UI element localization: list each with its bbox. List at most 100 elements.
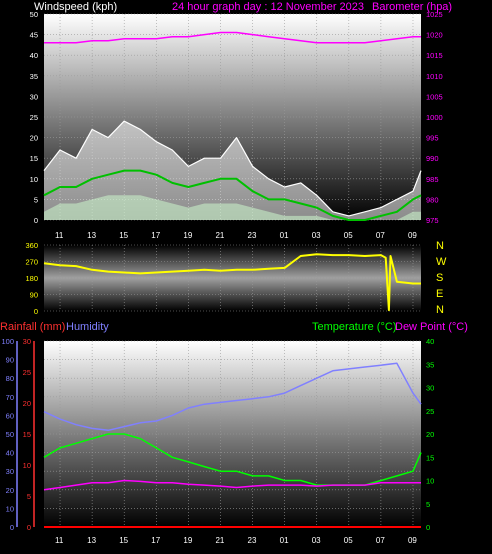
x-tick-label: 07 — [376, 231, 385, 240]
barometer-y-tick: 1025 — [426, 10, 443, 19]
rainfall-y-tick: 15 — [23, 430, 31, 439]
barometer-axis-title: Barometer (hpa) — [372, 1, 452, 13]
rainfall-y-tick: 30 — [23, 337, 31, 346]
wind-gust-area — [44, 121, 421, 220]
x-tick-label: 03 — [312, 231, 321, 240]
humidity-y-tick: 60 — [6, 411, 14, 420]
compass-labels: N W S E N — [436, 240, 447, 316]
direction-plot-area — [44, 245, 421, 311]
rainfall-y-tick: 5 — [27, 492, 31, 501]
x-tick-label: 01 — [280, 536, 289, 545]
wind-gust-line — [43, 120, 422, 217]
wind-y-tick: 45 — [30, 31, 38, 40]
direction-y-tick: 0 — [34, 307, 38, 316]
wind-axis-title: Windspeed (kph) — [34, 1, 117, 13]
direction-line — [43, 253, 421, 312]
compass-w: W — [436, 256, 447, 268]
temperature-axis-title: Temperature (°C) — [312, 321, 396, 333]
humidity-y-tick: 90 — [6, 356, 14, 365]
temperature-y-tick: 15 — [426, 453, 434, 462]
x-tick-label: 11 — [55, 231, 64, 240]
rainfall-axis-title: Rainfall (mm) — [0, 321, 65, 333]
x-tick-label: 11 — [55, 536, 64, 545]
humidity-line — [43, 362, 422, 432]
humidity-y-tick: 80 — [6, 374, 14, 383]
barometer-line — [44, 31, 421, 44]
humidity-y-tick: 0 — [10, 523, 14, 532]
wind-y-tick: 40 — [30, 51, 38, 60]
x-tick-label: 23 — [248, 536, 257, 545]
wind-average-line — [43, 169, 422, 221]
wind-y-tick: 35 — [30, 72, 38, 81]
wind-y-tick: 20 — [30, 134, 38, 143]
x-tick-label: 17 — [151, 536, 160, 545]
barometer-y-tick: 980 — [426, 195, 439, 204]
rainfall-y-tick: 0 — [27, 523, 31, 532]
barometer-y-tick: 975 — [426, 216, 439, 225]
x-tick-label: 13 — [87, 231, 96, 240]
rainfall-y-tick: 20 — [23, 399, 31, 408]
compass-n-top: N — [436, 240, 444, 252]
compass-s: S — [436, 272, 443, 284]
x-tick-label: 21 — [215, 536, 224, 545]
barometer-y-tick: 985 — [426, 175, 439, 184]
temp-plot-area — [44, 341, 421, 527]
wind-y-tick: 30 — [30, 92, 38, 101]
humidity-axis-title: Humidity — [66, 321, 109, 333]
x-tick-label: 09 — [408, 536, 417, 545]
x-tick-label: 15 — [119, 536, 128, 545]
x-tick-label: 13 — [87, 536, 96, 545]
wind-y-tick: 10 — [30, 175, 38, 184]
barometer-y-tick: 1000 — [426, 113, 443, 122]
compass-n-bottom: N — [436, 304, 444, 316]
temperature-y-tick: 30 — [426, 384, 434, 393]
wind-axes: 0510152025303540455097598098599099510001… — [30, 10, 443, 240]
wind-y-tick: 0 — [34, 216, 38, 225]
wind-y-tick: 25 — [30, 113, 38, 122]
humidity-y-tick: 30 — [6, 467, 14, 476]
rainfall-y-tick: 25 — [23, 368, 31, 377]
humidity-y-tick: 40 — [6, 449, 14, 458]
humidity-y-tick: 10 — [6, 504, 14, 513]
x-tick-label: 17 — [151, 231, 160, 240]
dewpoint-axis-title: Dew Point (°C) — [395, 321, 468, 333]
direction-grid — [44, 244, 421, 312]
x-tick-label: 09 — [408, 231, 417, 240]
wind-y-tick: 15 — [30, 154, 38, 163]
humidity-y-tick: 70 — [6, 393, 14, 402]
x-tick-label: 05 — [344, 536, 353, 545]
graph-title: 24 hour graph day : 12 November 2023 — [172, 1, 364, 13]
temperature-y-tick: 10 — [426, 477, 434, 486]
wind-y-tick: 5 — [34, 195, 38, 204]
x-tick-label: 19 — [183, 536, 192, 545]
temp-series — [43, 362, 422, 528]
dewpoint-line — [43, 479, 421, 491]
barometer-y-tick: 1010 — [426, 72, 443, 81]
wind-y-tick: 50 — [30, 10, 38, 19]
temperature-y-tick: 40 — [426, 337, 434, 346]
temperature-y-tick: 0 — [426, 523, 430, 532]
wind-low-area — [44, 195, 421, 220]
x-tick-label: 19 — [183, 231, 192, 240]
barometer-y-tick: 1005 — [426, 92, 443, 101]
x-tick-label: 07 — [376, 536, 385, 545]
temp-grid — [44, 340, 421, 528]
direction-y-tick: 180 — [25, 274, 38, 283]
x-tick-label: 05 — [344, 231, 353, 240]
humidity-y-tick: 50 — [6, 430, 14, 439]
x-tick-label: 15 — [119, 231, 128, 240]
wind-series — [43, 31, 422, 221]
temp-axes: 0102030405060708090100051015202530051015… — [1, 337, 434, 545]
x-tick-label: 01 — [280, 231, 289, 240]
humidity-y-tick: 20 — [6, 486, 14, 495]
temperature-y-tick: 35 — [426, 360, 434, 369]
barometer-y-tick: 1015 — [426, 51, 443, 60]
direction-y-tick: 270 — [25, 258, 38, 267]
temperature-y-tick: 5 — [426, 500, 430, 509]
direction-axes: 0 90 180 270 360 — [25, 241, 38, 316]
direction-series — [43, 253, 421, 312]
barometer-y-tick: 995 — [426, 134, 439, 143]
barometer-y-tick: 1020 — [426, 31, 443, 40]
temperature-y-tick: 25 — [426, 407, 434, 416]
